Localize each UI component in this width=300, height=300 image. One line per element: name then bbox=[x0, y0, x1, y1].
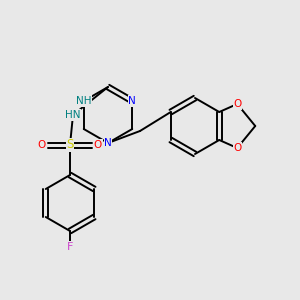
Text: F: F bbox=[67, 242, 73, 252]
Text: O: O bbox=[94, 140, 102, 150]
Text: O: O bbox=[233, 99, 242, 109]
Text: O: O bbox=[233, 143, 242, 153]
Text: N: N bbox=[104, 138, 112, 148]
Text: O: O bbox=[38, 140, 46, 150]
Text: HN: HN bbox=[65, 110, 81, 120]
Text: N: N bbox=[128, 96, 136, 106]
Text: NH: NH bbox=[76, 96, 92, 106]
Text: S: S bbox=[66, 139, 74, 152]
